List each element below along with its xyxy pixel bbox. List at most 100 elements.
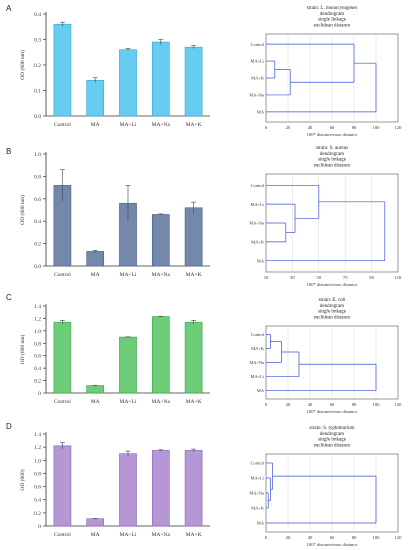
x-tick-label: MA+K [186,532,202,538]
panel-letter-c: C [6,293,12,302]
leaf-label: MA+Li [251,59,265,64]
x-tick-label: 70 [343,275,348,280]
leaf-label: MA [257,109,265,114]
bar-chart-a: 0.0 0.1 0.2 0.3 0.4 OD (600 nm) Control MA MA+Li… [19,12,210,128]
x-tick-label: 60 [330,125,335,130]
dendrogram-subtitle: dendrogram [320,432,344,437]
dendrogram-subtitle: dendrogram [320,152,344,157]
y-tick-label: 1.2 [34,445,41,451]
x-tick-label: MA [91,532,100,538]
y-tick-label: 1.0 [34,329,41,335]
x-tick-label: 0 [265,535,268,540]
x-tick-label: 20 [286,402,291,407]
x-tick-label: MA+Na [152,122,171,128]
leaf-label: MA+Li [251,202,265,207]
leaf-label: MA+K [251,76,265,81]
bar-ma-na [151,450,170,527]
y-tick-label: 0.4 [34,498,41,504]
bar-ma [86,80,105,117]
y-tick-label: 0.4 [34,219,41,225]
leaf-label: MA+K [251,506,265,511]
x-tick-label: 50 [317,275,322,280]
x-tick-label: MA+Na [152,399,171,405]
y-tick-label: 0.6 [34,197,41,203]
y-tick-label: 0.4 [34,12,41,18]
bar-control [53,321,72,394]
dendrogram-subtitle: single linkage [318,158,347,163]
leaf-label: MA+Li [251,374,265,379]
y-tick-label: 0.0 [34,114,41,120]
y-tick-label: 0 [38,391,41,397]
x-tick-label: 80 [352,535,357,540]
x-tick-label: 0 [265,125,268,130]
leaf-label: MA+Li [251,476,265,481]
dendrogram-subtitle: single linkage [318,438,347,443]
y-tick-label: 1.4 [34,304,41,310]
x-axis-label: 100* distance/max distance [307,132,358,137]
dendrogram-subtitle: euclidean distance [314,163,352,168]
leaf-label: Control [251,461,265,466]
x-tick-label: 40 [308,125,313,130]
dendrogram-subtitle: euclidean distance [314,23,352,28]
x-tick-label: MA+Li [120,532,137,538]
x-tick-label: MA [91,272,100,278]
bar-ma-k [184,450,203,527]
x-tick-label: MA+K [186,122,202,128]
y-tick-label: 0.8 [34,471,41,477]
bar-ma-k [184,46,203,117]
x-tick-label: 20 [286,125,291,130]
x-tick-label: MA [91,399,100,405]
x-tick-label: MA [91,122,100,128]
y-tick-label: 1.0 [34,458,41,464]
bar-ma [86,518,105,527]
bar-ma-li [119,49,137,117]
y-tick-label: 0.4 [34,366,41,372]
y-tick-label: 1.4 [34,432,41,438]
leaf-label: MA+K [251,239,265,244]
x-tick-label: 30 [290,275,295,280]
dendrogram-subtitle: single linkage [318,310,347,315]
dendrogram-title: strain: S. aureus [316,146,348,151]
x-axis-label: 100* distance/max distance [307,409,358,414]
x-tick-label: 100 [373,402,381,407]
x-tick-label: 40 [308,402,313,407]
y-tick-label: 0.8 [34,174,41,180]
x-tick-label: 120 [395,402,403,407]
dendrogram-title: strain: L. monocytogenes [307,6,358,11]
x-tick-label: Control [54,272,71,278]
dendrogram-subtitle: euclidean distance [314,315,352,320]
panel-letter-a: A [6,4,12,13]
x-tick-label: MA+Li [120,272,137,278]
leaf-label: MA+Na [249,360,264,365]
leaf-label: Control [251,332,265,337]
x-tick-label: MA+Li [120,399,137,405]
bar-ma-na [151,316,170,394]
bar-control [53,23,72,117]
y-tick-label: 0.2 [34,511,41,517]
leaf-label: MA+Na [249,491,264,496]
y-axis-label: OD (600 nm) [19,195,26,225]
bar-ma [86,385,105,394]
y-tick-label: 0.3 [34,38,41,44]
y-tick-label: 0.2 [34,242,41,248]
dendrogram-a: strain: L. monocytogenesdendrogramsingle… [249,6,402,137]
x-tick-label: MA+Na [152,272,171,278]
x-tick-label: 80 [352,125,357,130]
y-axis-label: OD (600) [19,469,26,490]
x-tick-label: 80 [352,402,357,407]
dendrogram-subtitle: dendrogram [320,304,344,309]
x-tick-label: MA+K [186,272,202,278]
y-tick-label: 0.6 [34,354,41,360]
dendrogram-title: strain: S. typhimurium [309,426,354,431]
y-axis-label: OD (600 nm) [19,50,26,80]
y-tick-label: 1.0 [34,152,41,158]
bar-ma-na [151,214,170,267]
x-axis-label: 100* distance/max distance [307,282,358,287]
y-tick-label: 0.8 [34,341,41,347]
x-tick-label: 10 [264,275,269,280]
bar-ma [86,251,105,267]
leaf-label: Control [251,183,265,188]
x-tick-label: 100 [373,535,381,540]
x-tick-label: Control [54,532,71,538]
dendrogram-title: strain: E. coli [319,298,346,303]
